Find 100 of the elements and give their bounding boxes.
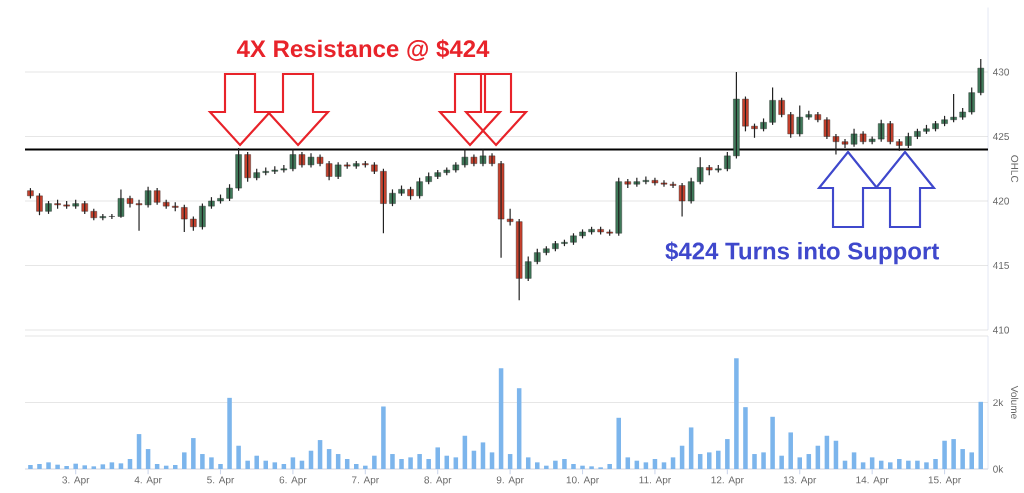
candlestick	[769, 86, 776, 126]
bar	[643, 462, 649, 469]
y-tick-label: 0k	[993, 465, 1004, 473]
bar	[888, 462, 893, 469]
bar	[118, 463, 124, 469]
bar	[589, 466, 594, 469]
candlestick	[724, 151, 731, 172]
bar	[28, 465, 33, 469]
candlestick	[235, 147, 242, 192]
bar	[227, 397, 232, 469]
bar	[851, 452, 857, 469]
y-tick-label: 415	[992, 262, 1009, 269]
candlestick	[244, 151, 251, 183]
bar	[381, 406, 386, 469]
bar	[100, 464, 106, 469]
bar	[960, 449, 965, 469]
annotation: 4X Resistance @ $424	[236, 39, 490, 61]
candlestick	[887, 120, 894, 145]
x-tick-label: 15. Apr	[928, 476, 961, 486]
bar	[779, 455, 784, 469]
candlestick	[697, 156, 704, 185]
y-axis-title: OHLC	[1011, 155, 1019, 183]
bar	[562, 459, 567, 469]
bar	[453, 457, 459, 469]
x-tick-label: 10. Apr	[566, 476, 599, 486]
bar	[969, 452, 974, 469]
bar	[580, 465, 585, 469]
candlestick	[515, 218, 523, 301]
bar	[200, 454, 205, 469]
bar	[544, 465, 549, 469]
candlestick	[787, 111, 794, 139]
bar	[426, 459, 431, 469]
candlestick	[615, 177, 622, 237]
bar	[91, 466, 97, 469]
y-tick-label: 425	[992, 132, 1009, 141]
bar	[109, 462, 115, 469]
bar	[743, 407, 748, 469]
x-tick-label: 12. Apr	[711, 476, 744, 486]
bar	[607, 464, 612, 469]
candlestick	[416, 177, 423, 200]
bar	[480, 442, 486, 469]
candlestick	[525, 255, 532, 282]
bar	[354, 464, 359, 469]
candlestick	[968, 86, 975, 116]
candlestick	[742, 95, 749, 132]
bar	[906, 460, 911, 469]
bar	[172, 465, 178, 469]
bar	[363, 465, 368, 469]
x-tick-label: 6. Apr	[279, 476, 307, 486]
candlestick	[199, 202, 206, 230]
y-tick-label: 430	[992, 68, 1010, 76]
bar	[933, 459, 938, 469]
y-axis-title: Volume	[1011, 385, 1019, 419]
bar	[182, 452, 187, 469]
bar	[553, 460, 558, 469]
bar	[625, 457, 631, 469]
bar	[73, 463, 78, 469]
bar	[408, 457, 413, 469]
x-tick-label: 11. Apr	[639, 476, 671, 486]
bar	[670, 457, 676, 469]
candlestick	[778, 97, 785, 118]
bar	[254, 455, 259, 469]
x-tick-label: 13. Apr	[783, 476, 817, 486]
candlestick	[181, 204, 188, 233]
bar	[535, 462, 540, 469]
bar	[951, 439, 956, 469]
x-tick-label: 8. Apr	[424, 476, 452, 486]
bar	[272, 462, 278, 469]
bar	[46, 462, 51, 469]
bar	[571, 464, 576, 469]
bar	[915, 460, 920, 469]
bar	[191, 438, 196, 469]
x-tick-label: 5. Apr	[207, 476, 235, 486]
bar	[761, 452, 766, 469]
bar	[37, 464, 42, 469]
bar	[706, 452, 712, 469]
x-tick-label: 9. Apr	[496, 476, 524, 486]
bar	[752, 454, 757, 469]
bar	[290, 457, 296, 469]
bar	[263, 460, 269, 469]
bar	[525, 457, 531, 469]
candlestick	[452, 161, 460, 174]
bar	[770, 416, 775, 469]
bar	[869, 457, 875, 469]
bar	[942, 440, 947, 469]
bar	[734, 358, 739, 469]
candlestick	[977, 58, 984, 96]
bar	[661, 462, 667, 469]
candlestick	[36, 192, 43, 216]
candlestick	[733, 71, 740, 160]
y-tick-label: 420	[992, 197, 1010, 205]
bar	[616, 417, 621, 469]
bar	[725, 439, 730, 469]
y-tick-label: 410	[992, 326, 1010, 334]
candlestick	[380, 168, 387, 234]
y-tick-label: 2k	[993, 398, 1004, 407]
bar	[236, 445, 241, 469]
bar	[489, 452, 495, 469]
annotation: $424 Turns into Support	[665, 241, 939, 265]
x-tick-label: 14. Apr	[856, 476, 889, 486]
